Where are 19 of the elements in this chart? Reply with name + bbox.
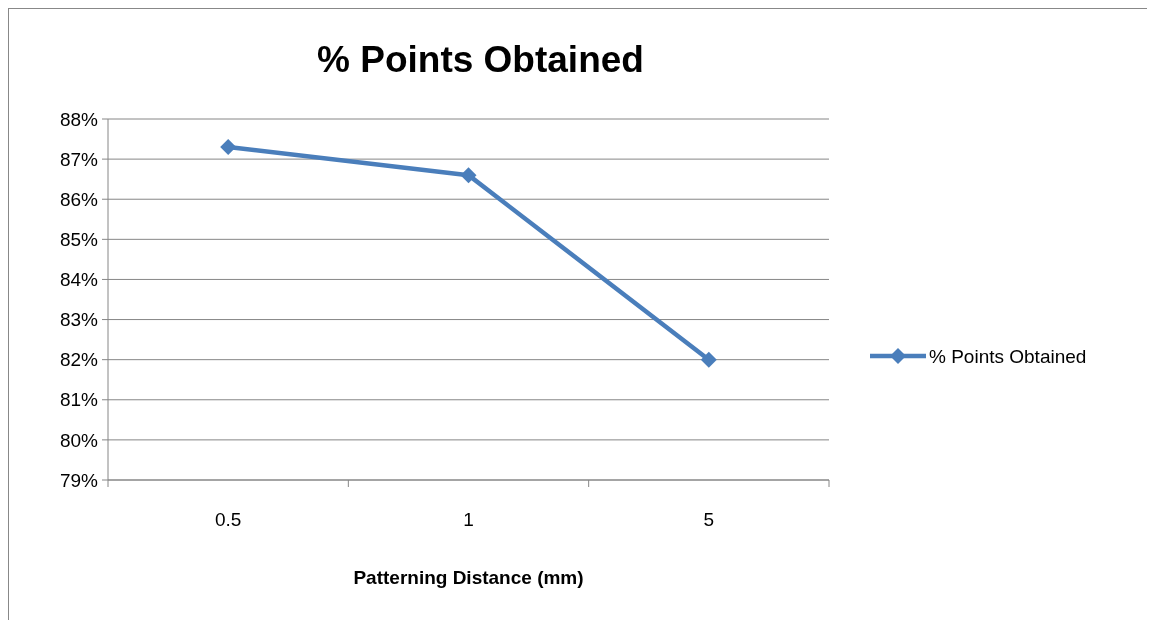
x-tick-label: 5 [703, 509, 715, 530]
legend-label: % Points Obtained [929, 345, 1087, 367]
x-axis-title: Patterning Distance (mm) [353, 567, 584, 588]
y-tick-label: 79% [59, 469, 99, 491]
y-tick-label: 87% [59, 148, 99, 170]
point [700, 351, 717, 368]
x-tick-label: 1 [463, 509, 474, 530]
y-tick-label: 80% [59, 429, 99, 451]
y-tick-label: 86% [59, 188, 99, 210]
y-tick-label: 84% [59, 269, 99, 291]
chart-title: % Points Obtained [317, 39, 644, 80]
y-tick-label: 82% [59, 349, 99, 371]
x-tick-label: 0.5 [214, 509, 242, 530]
point [220, 139, 237, 156]
y-tick-label: 88% [59, 108, 99, 130]
y-tick-label: 81% [59, 389, 99, 411]
point [460, 167, 477, 184]
y-tick-label: 83% [59, 309, 99, 331]
y-tick-label: 85% [59, 228, 99, 250]
